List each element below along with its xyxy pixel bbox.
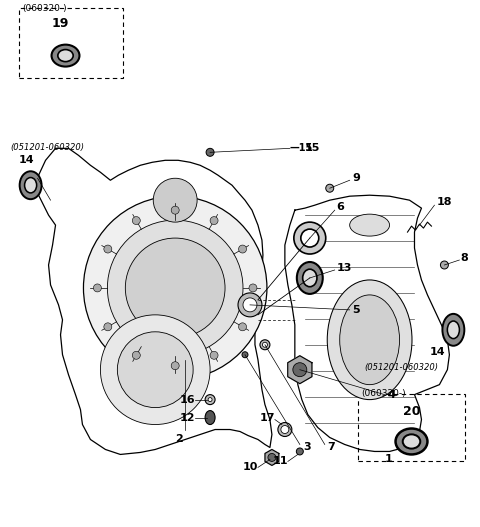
Circle shape — [293, 363, 307, 377]
Circle shape — [108, 220, 243, 356]
Text: 13: 13 — [336, 263, 352, 273]
Polygon shape — [265, 450, 279, 465]
Text: 19: 19 — [52, 17, 69, 30]
Circle shape — [260, 340, 270, 350]
Text: 20: 20 — [403, 405, 420, 417]
Circle shape — [278, 423, 292, 436]
Polygon shape — [285, 195, 449, 452]
Circle shape — [208, 397, 212, 402]
Circle shape — [239, 323, 247, 331]
Circle shape — [441, 261, 448, 269]
Bar — [358, 394, 465, 462]
Circle shape — [238, 293, 262, 317]
Polygon shape — [288, 356, 312, 384]
Circle shape — [243, 298, 257, 312]
Ellipse shape — [51, 45, 80, 66]
Circle shape — [206, 148, 214, 157]
Circle shape — [104, 323, 112, 331]
Circle shape — [239, 245, 247, 253]
Circle shape — [132, 217, 140, 225]
Circle shape — [242, 352, 248, 358]
Circle shape — [210, 217, 218, 225]
Text: 6: 6 — [336, 202, 345, 212]
Text: (060320-): (060320-) — [361, 388, 406, 397]
Ellipse shape — [350, 214, 390, 236]
Circle shape — [84, 196, 267, 379]
Ellipse shape — [20, 171, 42, 199]
Circle shape — [281, 425, 289, 434]
Ellipse shape — [303, 269, 317, 287]
Circle shape — [100, 315, 210, 425]
Circle shape — [171, 206, 179, 214]
Circle shape — [294, 222, 326, 254]
Circle shape — [210, 352, 218, 359]
Circle shape — [205, 395, 215, 405]
Circle shape — [326, 184, 334, 192]
Circle shape — [268, 453, 276, 462]
Circle shape — [153, 178, 197, 222]
Text: 14: 14 — [19, 155, 34, 165]
Circle shape — [132, 352, 140, 359]
Text: —15: —15 — [290, 143, 313, 153]
Text: 2: 2 — [175, 434, 183, 444]
Text: 16: 16 — [180, 395, 195, 405]
Ellipse shape — [297, 262, 323, 294]
Text: 14: 14 — [430, 347, 445, 357]
Ellipse shape — [396, 428, 428, 454]
Text: (051201-060320): (051201-060320) — [11, 143, 84, 152]
Circle shape — [117, 332, 193, 407]
Ellipse shape — [327, 280, 412, 399]
Ellipse shape — [205, 411, 215, 425]
Ellipse shape — [447, 321, 459, 338]
Text: (060320-): (060320-) — [23, 4, 67, 13]
Text: 17: 17 — [259, 413, 275, 423]
Text: 3: 3 — [303, 443, 311, 453]
Circle shape — [125, 238, 225, 338]
Ellipse shape — [58, 50, 73, 62]
Circle shape — [296, 448, 303, 455]
Text: 11: 11 — [272, 456, 288, 466]
Circle shape — [94, 284, 101, 292]
Text: 18: 18 — [436, 197, 452, 207]
Polygon shape — [38, 148, 272, 454]
Text: (051201-060320): (051201-060320) — [365, 363, 439, 372]
Circle shape — [249, 284, 257, 292]
Text: 9: 9 — [353, 173, 360, 183]
Circle shape — [104, 245, 112, 253]
Ellipse shape — [24, 178, 36, 193]
Ellipse shape — [403, 434, 420, 448]
Text: 10: 10 — [242, 462, 258, 472]
Text: 7: 7 — [328, 443, 336, 453]
Circle shape — [263, 342, 267, 347]
Text: 12: 12 — [180, 413, 195, 423]
Text: 15: 15 — [305, 143, 320, 153]
Circle shape — [171, 362, 179, 370]
Text: 4: 4 — [387, 389, 396, 399]
Ellipse shape — [443, 314, 464, 346]
Ellipse shape — [340, 295, 399, 385]
Bar — [19, 8, 123, 77]
Text: 5: 5 — [353, 305, 360, 315]
Text: 8: 8 — [460, 253, 468, 263]
Circle shape — [301, 229, 319, 247]
Text: 1: 1 — [384, 454, 392, 464]
